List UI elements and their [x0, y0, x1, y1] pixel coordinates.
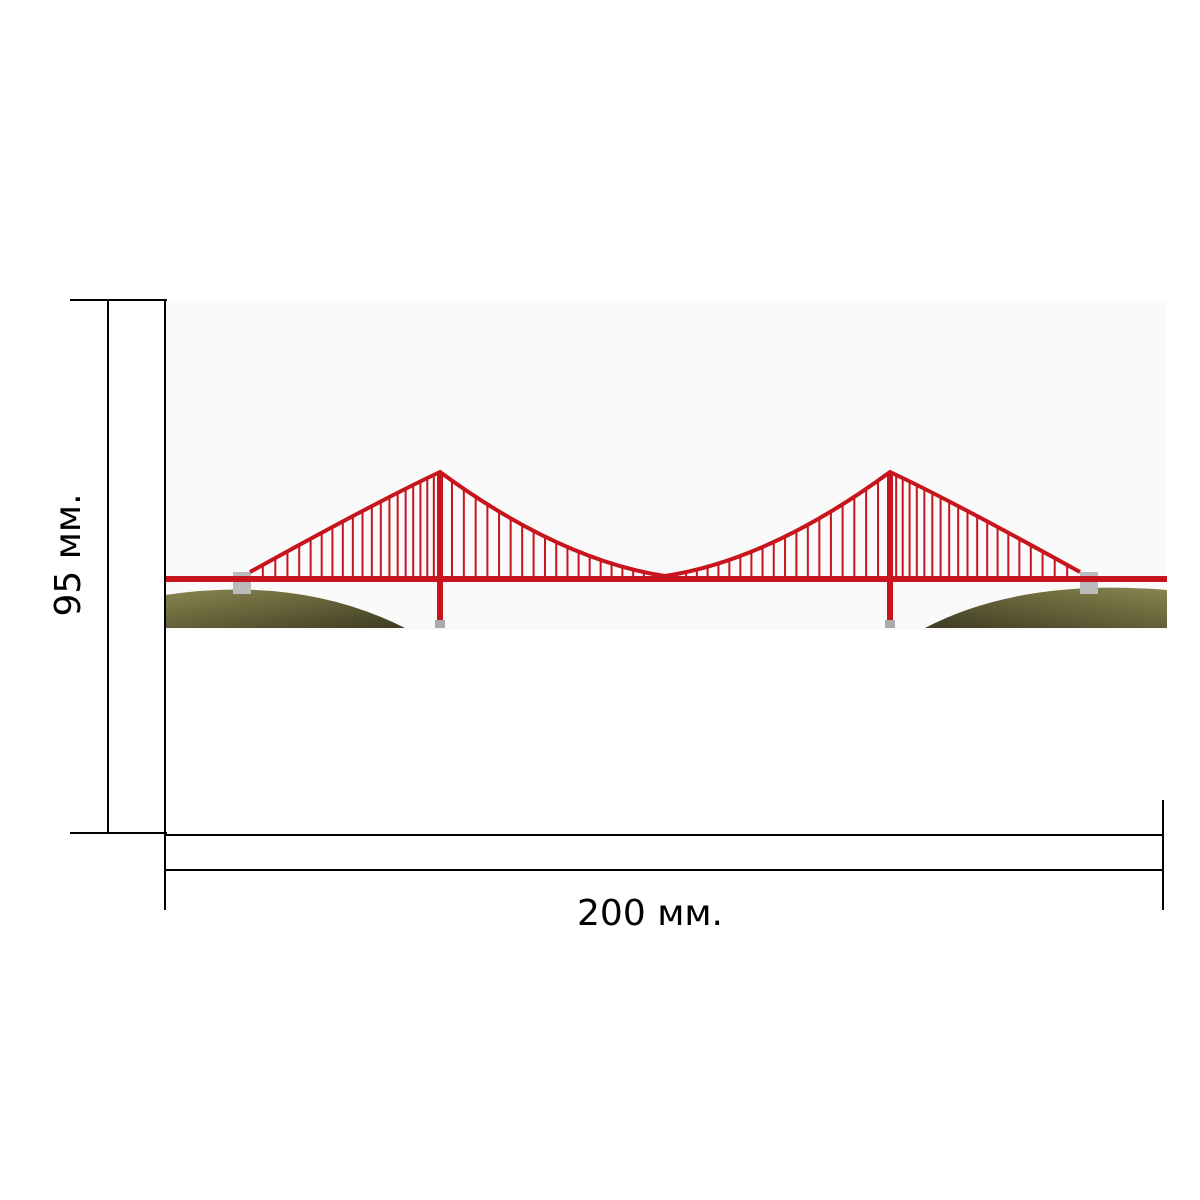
right-pier — [885, 620, 895, 628]
right-anchor — [1080, 572, 1098, 594]
width-label: 200 мм. — [577, 893, 723, 934]
left-tower — [437, 472, 443, 622]
right-tower — [887, 472, 893, 622]
dimension-lines: 200 мм. 95 мм. — [48, 299, 1164, 934]
left-pier — [435, 620, 445, 628]
left-hill — [165, 589, 405, 628]
left-anchor — [233, 572, 251, 594]
deck — [165, 576, 1167, 582]
bridge-illustration — [165, 300, 1167, 630]
height-label: 95 мм. — [48, 493, 89, 616]
right-hill — [925, 587, 1167, 628]
